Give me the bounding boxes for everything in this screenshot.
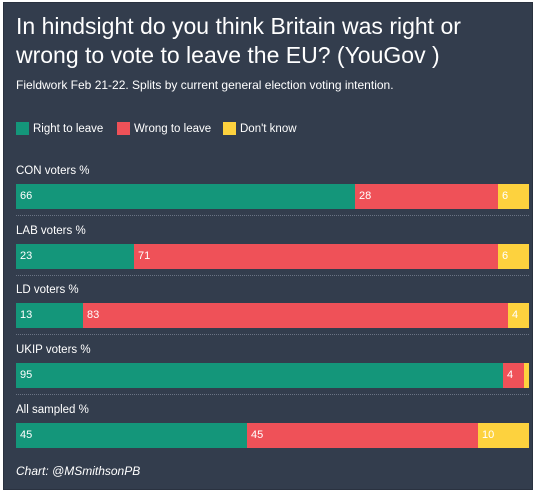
bar-segment-don-t-know: 10 — [478, 423, 529, 448]
data-label: 23 — [20, 250, 33, 262]
data-label: 6 — [502, 190, 509, 202]
bar-segment-don-t-know — [524, 363, 529, 388]
stacked-bar: 45 45 10 — [16, 423, 529, 448]
category-label: LAB voters % — [16, 225, 86, 237]
chart-source: Chart: @MSmithsonPB — [16, 464, 141, 478]
bar-segment-wrong-to-leave: 45 — [247, 423, 478, 448]
stacked-bar: 66 28 6 — [16, 184, 529, 209]
legend-swatch-don-t-know — [223, 122, 236, 135]
stacked-bar: 23 71 6 — [16, 244, 529, 269]
data-label: 6 — [502, 250, 509, 262]
bar-segment-wrong-to-leave: 4 — [503, 363, 524, 388]
bar-segment-right-to-leave: 66 — [16, 184, 355, 209]
bar-segment-right-to-leave: 23 — [16, 244, 134, 269]
legend-swatch-wrong-to-leave — [117, 122, 130, 135]
legend-label-don-t-know: Don't know — [240, 123, 297, 135]
data-label: 66 — [20, 190, 33, 202]
data-label: 45 — [251, 429, 264, 441]
bar-group-con-voters: CON voters % 66 28 6 — [16, 164, 529, 210]
category-label: CON voters % — [16, 165, 90, 177]
data-label: 71 — [138, 250, 151, 262]
legend-label-right-to-leave: Right to leave — [33, 123, 104, 135]
bar-group-lab-voters: LAB voters % 23 71 6 — [16, 224, 529, 270]
group-divider — [16, 215, 529, 216]
data-label: 28 — [359, 190, 372, 202]
stacked-bar: 95 4 — [16, 363, 529, 388]
bar-group-ld-voters: LD voters % 13 83 4 — [16, 283, 529, 329]
chart-subtitle: Fieldwork Feb 21-22. Splits by current g… — [16, 78, 394, 92]
stacked-bar: 13 83 4 — [16, 303, 529, 328]
bar-group-all-sampled: All sampled % 45 45 10 — [16, 403, 529, 449]
legend-swatch-right-to-leave — [16, 122, 29, 135]
chart-title: In hindsight do you think Britain was ri… — [16, 13, 461, 68]
legend-label-wrong-to-leave: Wrong to leave — [134, 123, 212, 135]
bar-segment-don-t-know: 6 — [498, 184, 529, 209]
bar-segment-right-to-leave: 45 — [16, 423, 247, 448]
data-label: 4 — [512, 309, 519, 321]
bar-segment-wrong-to-leave: 28 — [355, 184, 498, 209]
bar-group-ukip-voters: UKIP voters % 95 4 — [16, 343, 529, 389]
bar-segment-right-to-leave: 13 — [16, 303, 83, 328]
chart-panel: In hindsight do you think Britain was ri… — [3, 2, 533, 490]
group-divider — [16, 394, 529, 395]
bar-segment-don-t-know: 4 — [508, 303, 529, 328]
data-label: 4 — [507, 369, 514, 381]
bar-segment-don-t-know: 6 — [498, 244, 529, 269]
group-divider — [16, 334, 529, 335]
group-divider — [16, 275, 529, 276]
data-label: 13 — [20, 309, 33, 321]
bar-segment-right-to-leave: 95 — [16, 363, 503, 388]
bar-segment-wrong-to-leave: 83 — [83, 303, 508, 328]
data-label: 45 — [20, 429, 33, 441]
data-label: 83 — [87, 309, 100, 321]
bar-segment-wrong-to-leave: 71 — [134, 244, 498, 269]
data-label: 10 — [482, 429, 495, 441]
category-label: UKIP voters % — [16, 344, 91, 356]
category-label: LD voters % — [16, 284, 79, 296]
data-label: 95 — [20, 369, 33, 381]
category-label: All sampled % — [16, 404, 89, 416]
